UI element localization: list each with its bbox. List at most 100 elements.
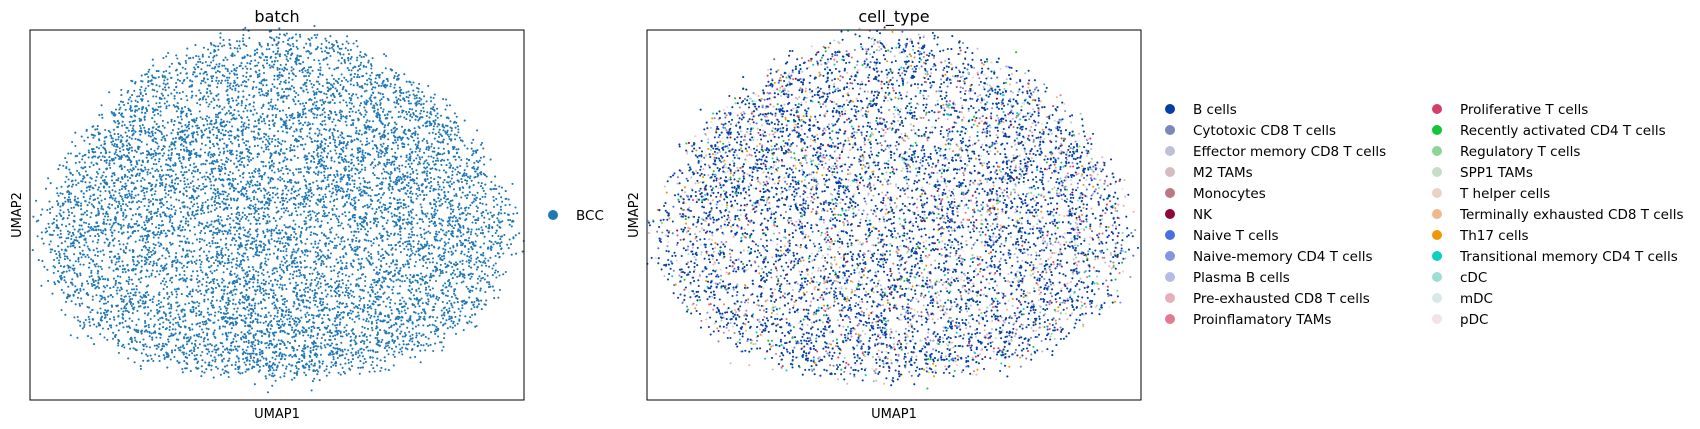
cell-point (64, 180, 67, 183)
cell-point (101, 327, 104, 330)
cell-point (94, 254, 97, 257)
cell-point (215, 268, 218, 272)
cell-point (103, 241, 106, 244)
cell-point (372, 120, 375, 123)
cell-point (306, 311, 309, 314)
cell-point (244, 335, 248, 338)
cell-point (130, 137, 133, 140)
cell-point (425, 172, 428, 175)
cell-point (72, 206, 76, 209)
cell-point (436, 209, 439, 212)
cell-point (434, 205, 438, 208)
cell-point (187, 223, 190, 226)
cell-point (310, 192, 313, 195)
cell-point (167, 319, 170, 322)
cell-point (491, 267, 494, 270)
cell-point (197, 66, 200, 69)
cell-point (249, 321, 252, 324)
cell-point (270, 164, 273, 167)
cell-point (153, 137, 156, 140)
cell-point (466, 147, 469, 150)
cell-point (365, 257, 368, 260)
cell-point (304, 112, 307, 115)
cell-point (395, 178, 398, 181)
cell-point (440, 341, 443, 344)
cell-point (255, 239, 258, 242)
cell-point (194, 44, 197, 47)
cell-point (168, 72, 171, 75)
cell-point (409, 155, 412, 158)
cell-point (265, 94, 268, 97)
cell-point (290, 192, 293, 195)
cell-point (169, 303, 173, 306)
cell-point (350, 312, 353, 315)
cell-point (173, 191, 176, 194)
cell-point (271, 372, 274, 375)
cell-point (349, 344, 352, 347)
cell-point (163, 137, 166, 140)
cell-point (230, 134, 233, 137)
cell-point (174, 173, 177, 176)
cell-point (191, 242, 194, 245)
cell-point (214, 311, 217, 314)
cell-point (412, 294, 415, 297)
cell-point (103, 156, 106, 159)
cell-point (412, 113, 415, 116)
cell-point (226, 267, 229, 271)
cell-point (349, 289, 352, 292)
cell-point (450, 253, 453, 256)
cell-point (306, 345, 310, 348)
cell-point (101, 249, 105, 252)
cell-point (253, 383, 256, 386)
cell-point (164, 232, 167, 235)
cell-point (244, 217, 247, 220)
cell-point (230, 206, 233, 210)
cell-point (211, 128, 214, 131)
cell-point (165, 263, 168, 266)
cell-point (359, 51, 362, 54)
cell-point (154, 275, 157, 278)
cell-point (198, 280, 201, 283)
cell-point (100, 104, 103, 107)
cell-point (223, 207, 226, 210)
cell-point (166, 297, 169, 300)
cell-point (435, 200, 438, 203)
cell-point (405, 154, 408, 157)
cell-point (347, 361, 350, 364)
cell-point (367, 59, 370, 62)
cell-point (132, 308, 135, 311)
cell-point (401, 145, 404, 148)
cell-point (196, 202, 199, 205)
cell-point (99, 333, 102, 336)
cell-point (353, 179, 356, 182)
cell-point (466, 227, 469, 230)
cell-point (337, 218, 340, 222)
cell-point (314, 300, 318, 303)
cell-point (434, 342, 437, 345)
cell-point (319, 154, 322, 157)
cell-point (206, 334, 209, 337)
cell-point (307, 121, 310, 124)
cell-point (307, 66, 311, 69)
cell-point (424, 335, 427, 339)
cell-point (314, 250, 317, 254)
cell-point (475, 268, 478, 271)
cell-point (264, 280, 268, 283)
cell-point (126, 204, 129, 208)
cell-point (254, 318, 257, 321)
cell-point (382, 257, 385, 260)
cell-point (351, 318, 354, 321)
cell-point (85, 221, 88, 225)
cell-point (241, 130, 244, 133)
cell-point (324, 244, 327, 248)
cell-point (507, 198, 510, 201)
cell-point (387, 273, 390, 276)
cell-point (208, 230, 212, 233)
cell-point (166, 206, 169, 209)
cell-point (448, 104, 451, 107)
cell-point (282, 245, 285, 249)
cell-point (76, 169, 79, 172)
cell-point (416, 115, 419, 118)
cell-point (305, 161, 308, 165)
cell-point (336, 130, 339, 133)
